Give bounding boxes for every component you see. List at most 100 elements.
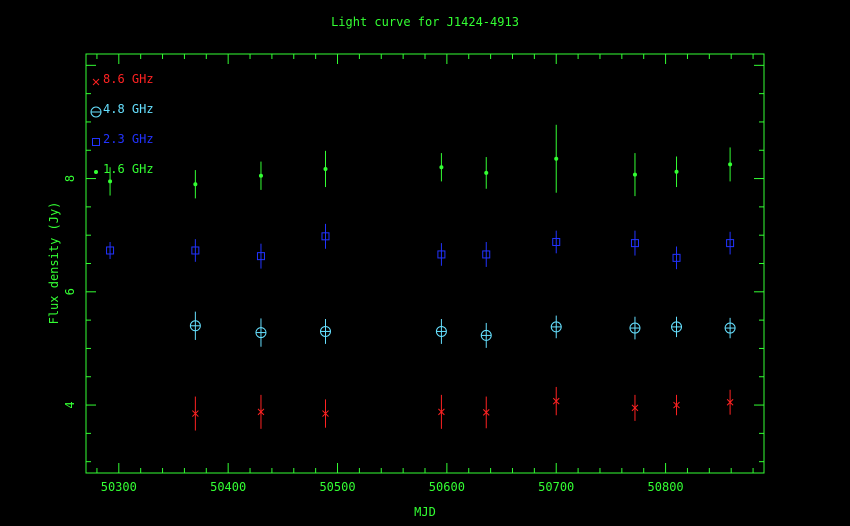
- marker-dot: [94, 170, 98, 174]
- data-point: [435, 318, 447, 344]
- marker-dot: [674, 169, 679, 174]
- data-point: [257, 394, 265, 429]
- data-point: [439, 153, 444, 182]
- data-point: [552, 230, 561, 254]
- marker-x: [673, 401, 680, 409]
- legend-label: 1.6 GHz: [103, 162, 154, 176]
- y-tick-label: 8: [63, 175, 77, 182]
- data-point: [631, 394, 639, 421]
- marker-square: [321, 232, 330, 241]
- data-point: [484, 157, 489, 189]
- data-point: [319, 318, 331, 344]
- legend-label: 2.3 GHz: [103, 132, 154, 146]
- data-point: [728, 147, 733, 182]
- data-point: [322, 399, 329, 428]
- data-point: [192, 396, 199, 431]
- data-point: [191, 239, 200, 262]
- legend-item: 8.6 GHz: [92, 72, 154, 86]
- marker-square: [191, 246, 200, 255]
- data-point: [482, 241, 491, 267]
- x-tick-label: 50600: [429, 480, 465, 494]
- data-point: [674, 156, 679, 188]
- marker-dot: [258, 173, 263, 178]
- data-point: [482, 396, 490, 429]
- y-tick-label: 6: [63, 288, 77, 295]
- data-point: [480, 322, 492, 348]
- y-tick-label: 4: [63, 401, 77, 408]
- data-point: [726, 389, 734, 415]
- x-tick-label: 50500: [319, 480, 355, 494]
- marker-x: [726, 398, 734, 406]
- legend-label: 8.6 GHz: [103, 72, 154, 86]
- data-point: [193, 170, 198, 199]
- data-point: [726, 231, 735, 255]
- legend-item: 1.6 GHz: [94, 162, 154, 176]
- marker-square: [726, 239, 735, 248]
- data-point: [256, 243, 265, 269]
- marker-square: [552, 237, 561, 246]
- marker-x: [322, 410, 329, 417]
- data-point: [438, 394, 445, 429]
- data-series: [106, 124, 736, 431]
- marker-square: [672, 253, 681, 262]
- data-point: [671, 316, 683, 338]
- legend: 8.6 GHz 4.8 GHz 2.3 GHz 1.6 GHz: [90, 72, 154, 176]
- marker-dot: [193, 182, 198, 187]
- marker-dot: [554, 156, 559, 161]
- marker-x: [257, 408, 265, 416]
- marker-x: [92, 78, 100, 86]
- marker-x: [482, 409, 490, 416]
- marker-x: [631, 404, 639, 412]
- marker-square: [106, 246, 115, 255]
- y-axis-label: Flux density (Jy): [47, 202, 61, 325]
- marker-dot: [108, 179, 113, 184]
- legend-item: 2.3 GHz: [92, 132, 154, 146]
- marker-dot: [323, 166, 328, 171]
- legend-item: 4.8 GHz: [90, 102, 154, 118]
- marker-dot: [632, 172, 637, 177]
- data-point: [724, 317, 736, 339]
- legend-label: 4.8 GHz: [103, 102, 154, 116]
- data-point: [321, 223, 330, 249]
- data-point: [255, 318, 267, 347]
- marker-square: [482, 250, 491, 259]
- marker-dot: [484, 170, 489, 175]
- marker-square: [630, 239, 639, 248]
- data-point: [106, 241, 115, 259]
- marker-dot: [728, 162, 733, 167]
- marker-square: [437, 250, 446, 259]
- series-2: [106, 223, 735, 270]
- series-1: [189, 311, 736, 348]
- x-tick-label: 50300: [101, 480, 137, 494]
- data-point: [437, 243, 446, 266]
- data-point: [552, 386, 560, 416]
- series-3: [108, 124, 733, 199]
- x-tick-label: 50800: [648, 480, 684, 494]
- x-tick-label: 50700: [538, 480, 574, 494]
- data-point: [672, 246, 681, 270]
- marker-x: [438, 408, 445, 416]
- marker-x: [552, 397, 560, 405]
- data-point: [323, 150, 328, 188]
- data-point: [629, 316, 641, 340]
- marker-dot: [439, 165, 444, 170]
- data-point: [189, 311, 201, 340]
- data-point: [258, 161, 263, 190]
- data-point: [632, 153, 637, 197]
- data-point: [630, 230, 639, 256]
- x-axis-label: MJD: [414, 505, 436, 519]
- series-0: [192, 386, 734, 431]
- chart-title: Light curve for J1424-4913: [331, 15, 519, 29]
- data-point: [554, 124, 559, 193]
- marker-square: [256, 252, 265, 261]
- data-point: [550, 315, 562, 339]
- data-point: [673, 394, 680, 416]
- axis-ticks: [86, 54, 764, 473]
- x-tick-label: 50400: [210, 480, 246, 494]
- axis-tick-labels: 50300 50400 50500 50600 50700 50800 4 6 8: [63, 175, 684, 494]
- data-point: [108, 167, 113, 196]
- marker-square: [92, 138, 100, 146]
- marker-x: [192, 410, 199, 417]
